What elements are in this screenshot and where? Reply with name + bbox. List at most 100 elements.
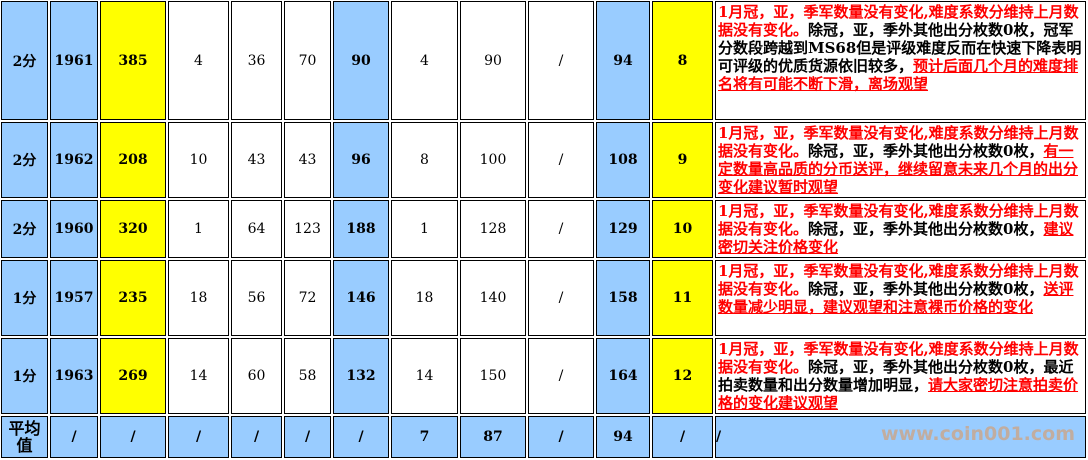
- cell-c7: /: [528, 122, 594, 198]
- note-advice: 请大家密切注意拍卖价格的变化建议观望: [718, 376, 1079, 412]
- note-cell: 1月冠，亚，季军数量没有变化,难度系数分维持上月数据没有变化。除冠，亚，季外其他…: [715, 200, 1086, 258]
- cell-c1: 14: [168, 338, 229, 414]
- cell-total: 269: [100, 338, 166, 414]
- cell-grade: 2分: [1, 1, 48, 120]
- cell-c5: 1: [391, 200, 458, 258]
- average-cell: 7: [391, 416, 458, 458]
- note-red-intro: 1月冠，亚，季军数量没有变化,难度系数分维持上月数据没有变化。: [718, 202, 1079, 238]
- note-detail: 除冠，亚，季外其他出分枚数0枚，: [808, 142, 1044, 160]
- note-cell: 1月冠，亚，季军数量没有变化,难度系数分维持上月数据没有变化。除冠，亚，季外其他…: [715, 122, 1086, 198]
- cell-rank: 12: [652, 338, 713, 414]
- cell-c2: 56: [231, 260, 282, 336]
- cell-c8: 158: [596, 260, 650, 336]
- average-cell: /: [284, 416, 331, 458]
- cell-c6: 140: [460, 260, 526, 336]
- note-cell: 1月冠，亚，季军数量没有变化,难度系数分维持上月数据没有变化。除冠，亚，季外其他…: [715, 260, 1086, 336]
- note-red-intro: 1月冠，亚，季军数量没有变化,难度系数分维持上月数据没有变化。: [718, 124, 1079, 160]
- cell-c1: 18: [168, 260, 229, 336]
- cell-year: 1961: [50, 1, 98, 120]
- note-detail: 除冠，亚，季外其他出分枚数0枚，最近拍卖数量和出分数量增加明显，: [718, 358, 1074, 394]
- cell-total: 385: [100, 1, 166, 120]
- cell-c4: 96: [333, 122, 389, 198]
- note-cell: 1月冠，亚，季军数量没有变化,难度系数分维持上月数据没有变化。除冠，亚，季外其他…: [715, 1, 1086, 120]
- average-cell: / www.coin001.com: [715, 416, 1086, 458]
- cell-grade: 1分: [1, 260, 48, 336]
- cell-c8: 129: [596, 200, 650, 258]
- cell-c5: 14: [391, 338, 458, 414]
- cell-c6: 128: [460, 200, 526, 258]
- note-advice: 有一定数量高品质的分币送评，继续留意未来几个月的出分变化建议暂时观望: [718, 142, 1079, 196]
- cell-total: 320: [100, 200, 166, 258]
- average-cell: /: [231, 416, 282, 458]
- note-detail: 除冠，亚，季外其他出分枚数0枚，: [808, 280, 1044, 298]
- average-cell: /: [100, 416, 166, 458]
- cell-c3: 43: [284, 122, 331, 198]
- cell-c3: 123: [284, 200, 331, 258]
- note-detail: 除冠，亚，季外其他出分枚数0枚，: [808, 220, 1044, 238]
- table-row: 2分 1961 385 4 36 70 90 4 90/94 8 1月冠，亚，季军数量没有变化,难度…: [1, 1, 1086, 120]
- cell-grade: 2分: [1, 122, 48, 198]
- cell-c6: 100: [460, 122, 526, 198]
- table-row: 2分 1962 208 10 43 43 96 8 100/108 9 1月冠，亚，季军数量没有变化…: [1, 122, 1086, 198]
- cell-c1: 10: [168, 122, 229, 198]
- cell-year: 1963: [50, 338, 98, 414]
- cell-rank: 9: [652, 122, 713, 198]
- cell-c4: 132: [333, 338, 389, 414]
- cell-rank: 11: [652, 260, 713, 336]
- cell-c7: /: [528, 338, 594, 414]
- average-cell: /: [333, 416, 389, 458]
- average-cell: /: [528, 416, 594, 458]
- cell-c6: 90: [460, 1, 526, 120]
- note-cell: 1月冠，亚，季军数量没有变化,难度系数分维持上月数据没有变化。除冠，亚，季外其他…: [715, 338, 1086, 414]
- cell-c6: 150: [460, 338, 526, 414]
- cell-c7: /: [528, 260, 594, 336]
- cell-c7: /: [528, 200, 594, 258]
- cell-c4: 188: [333, 200, 389, 258]
- cell-c8: 94: [596, 1, 650, 120]
- cell-c3: 70: [284, 1, 331, 120]
- table-row: 1分 1963 269 14 60 58 132 14 150/164 12 1月冠，亚，季军数量没…: [1, 338, 1086, 414]
- cell-c5: 8: [391, 122, 458, 198]
- cell-c3: 72: [284, 260, 331, 336]
- cell-total: 235: [100, 260, 166, 336]
- cell-c1: 1: [168, 200, 229, 258]
- cell-rank: 8: [652, 1, 713, 120]
- note-red-intro: 1月冠，亚，季军数量没有变化,难度系数分维持上月数据没有变化。: [718, 340, 1079, 376]
- cell-c8: 108: [596, 122, 650, 198]
- cell-c1: 4: [168, 1, 229, 120]
- cell-c3: 58: [284, 338, 331, 414]
- average-cell: /: [168, 416, 229, 458]
- note-red-intro: 1月冠，亚，季军数量没有变化,难度系数分维持上月数据没有变化。: [718, 262, 1079, 298]
- cell-grade: 2分: [1, 200, 48, 258]
- note-advice: 预计后面几个月的难度排名将有可能不断下滑，离场观望: [718, 57, 1079, 93]
- cell-year: 1960: [50, 200, 98, 258]
- cell-year: 1962: [50, 122, 98, 198]
- note-advice: 建议密切关注价格变化: [718, 220, 1074, 256]
- note-detail: 除冠，亚，季外其他出分枚数0枚，冠军分数段跨越到MS68但是评级难度反而在快速下…: [718, 21, 1082, 75]
- note-red-intro: 1月冠，亚，季军数量没有变化,难度系数分维持上月数据没有变化。: [718, 3, 1079, 39]
- cell-c4: 146: [333, 260, 389, 336]
- average-cell: 87: [460, 416, 526, 458]
- average-label: 平均值: [1, 416, 48, 458]
- average-cell: 94: [596, 416, 650, 458]
- cell-c5: 4: [391, 1, 458, 120]
- cell-c7: /: [528, 1, 594, 120]
- cell-c5: 18: [391, 260, 458, 336]
- table-row: 1分 1957 235 18 56 72 146 18 140/158 11 1月冠，亚，季军数量没…: [1, 260, 1086, 336]
- average-cell-value: /: [716, 429, 722, 445]
- cell-c2: 43: [231, 122, 282, 198]
- average-cell: /: [50, 416, 98, 458]
- average-cell: /: [652, 416, 713, 458]
- watermark: www.coin001.com: [880, 423, 1075, 445]
- note-advice: 送评数量减少明显，建议观望和注意裸币价格的变化: [718, 280, 1074, 316]
- cell-total: 208: [100, 122, 166, 198]
- average-row: 平均值 / / / / //7 87/94// www.coin001.com: [1, 416, 1086, 458]
- cell-c2: 36: [231, 1, 282, 120]
- table-row: 2分 1960 320 1 64 123 188 1 128/129 10 1月冠，亚，季军数量没有…: [1, 200, 1086, 258]
- cell-c8: 164: [596, 338, 650, 414]
- cell-grade: 1分: [1, 338, 48, 414]
- cell-c2: 64: [231, 200, 282, 258]
- cell-c2: 60: [231, 338, 282, 414]
- cell-year: 1957: [50, 260, 98, 336]
